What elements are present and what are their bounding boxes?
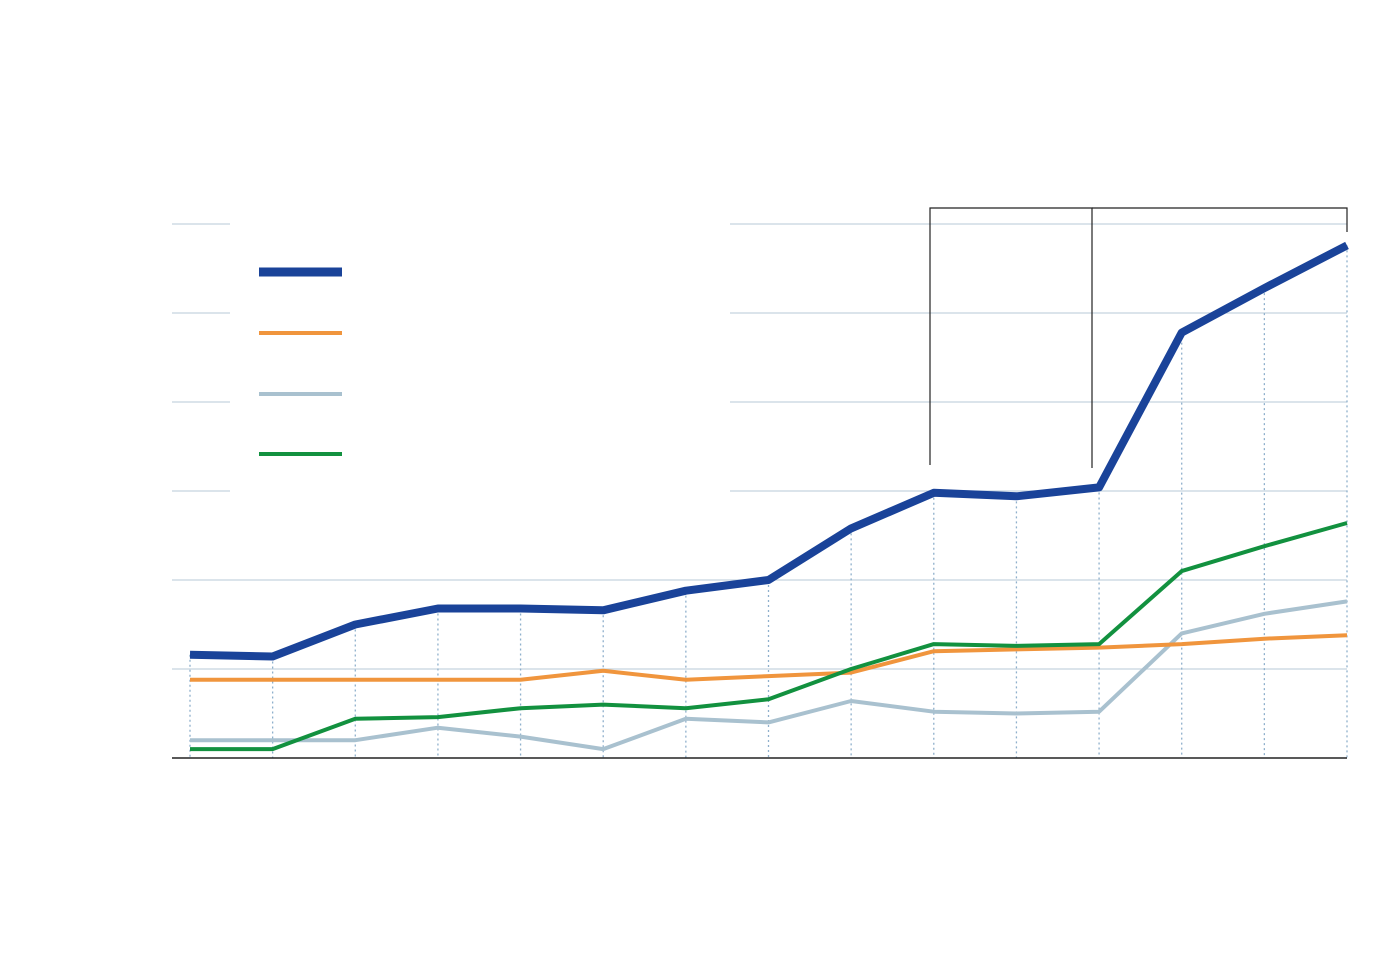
legend <box>259 267 342 456</box>
series-line-1 <box>189 241 1349 661</box>
annotation-bracket-right <box>1092 207 1348 232</box>
legend-background <box>230 205 730 495</box>
annotation-bracket-left <box>929 207 1093 468</box>
annotation-brackets <box>929 207 1348 468</box>
series-line-3 <box>190 599 1348 752</box>
series-lines <box>189 241 1349 752</box>
series-line-4 <box>190 521 1348 752</box>
series-line-2 <box>190 633 1348 682</box>
